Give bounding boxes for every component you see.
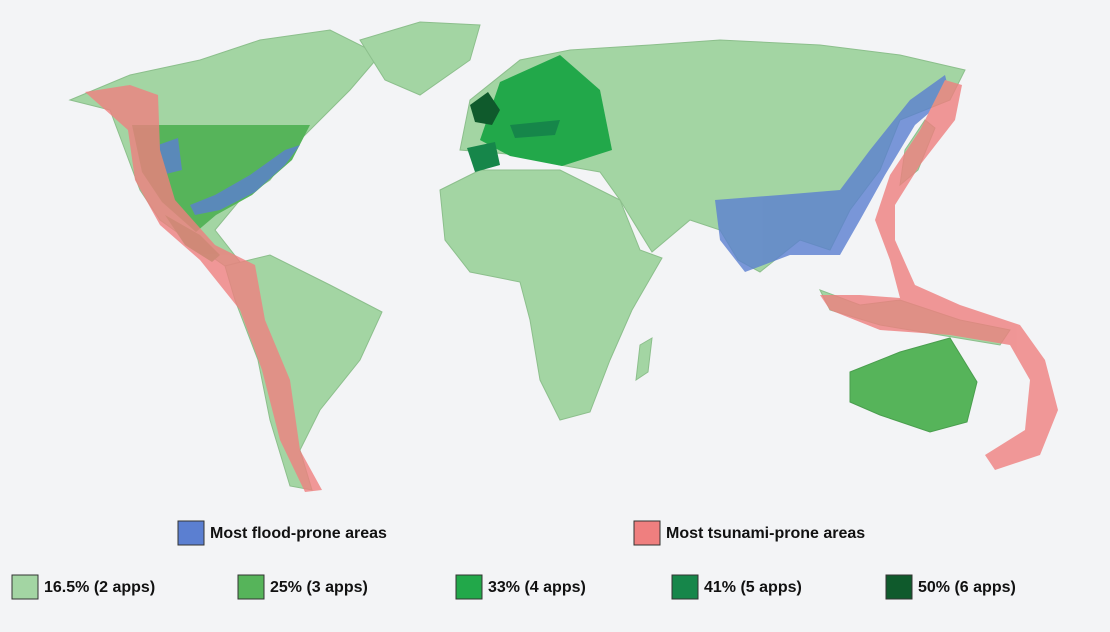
legend-label: Most flood-prone areas bbox=[210, 525, 387, 542]
legend: Most flood-prone areas Most tsunami-prone… bbox=[11, 520, 1016, 600]
legend-swatch bbox=[177, 520, 205, 546]
legend-swatch bbox=[455, 574, 483, 600]
legend-swatch bbox=[11, 574, 39, 600]
legend-label: 16.5% (2 apps) bbox=[44, 579, 155, 596]
legend-swatch bbox=[237, 574, 265, 600]
madagascar bbox=[635, 337, 653, 382]
tsunami-zone-pacific bbox=[820, 80, 1058, 470]
iberia bbox=[467, 142, 500, 172]
legend-label: 41% (5 apps) bbox=[704, 579, 802, 596]
legend-swatch bbox=[885, 574, 913, 600]
legend-swatch bbox=[671, 574, 699, 600]
legend-label: 50% (6 apps) bbox=[918, 579, 1016, 596]
legend-label: Most tsunami-prone areas bbox=[666, 525, 865, 542]
australia bbox=[849, 337, 978, 433]
uk bbox=[470, 92, 500, 125]
tsunami-zone-americas bbox=[85, 85, 322, 492]
hazard-zones bbox=[85, 75, 1058, 492]
greenland bbox=[359, 21, 481, 96]
continents bbox=[68, 21, 1011, 491]
legend-label: 25% (3 apps) bbox=[270, 579, 368, 596]
flood-zone-us bbox=[190, 145, 300, 215]
flood-zone-asia bbox=[715, 75, 950, 272]
europe bbox=[480, 55, 612, 166]
legend-label: 33% (4 apps) bbox=[488, 579, 586, 596]
africa bbox=[439, 169, 663, 421]
central-europe bbox=[510, 120, 560, 138]
legend-swatch bbox=[633, 520, 661, 546]
